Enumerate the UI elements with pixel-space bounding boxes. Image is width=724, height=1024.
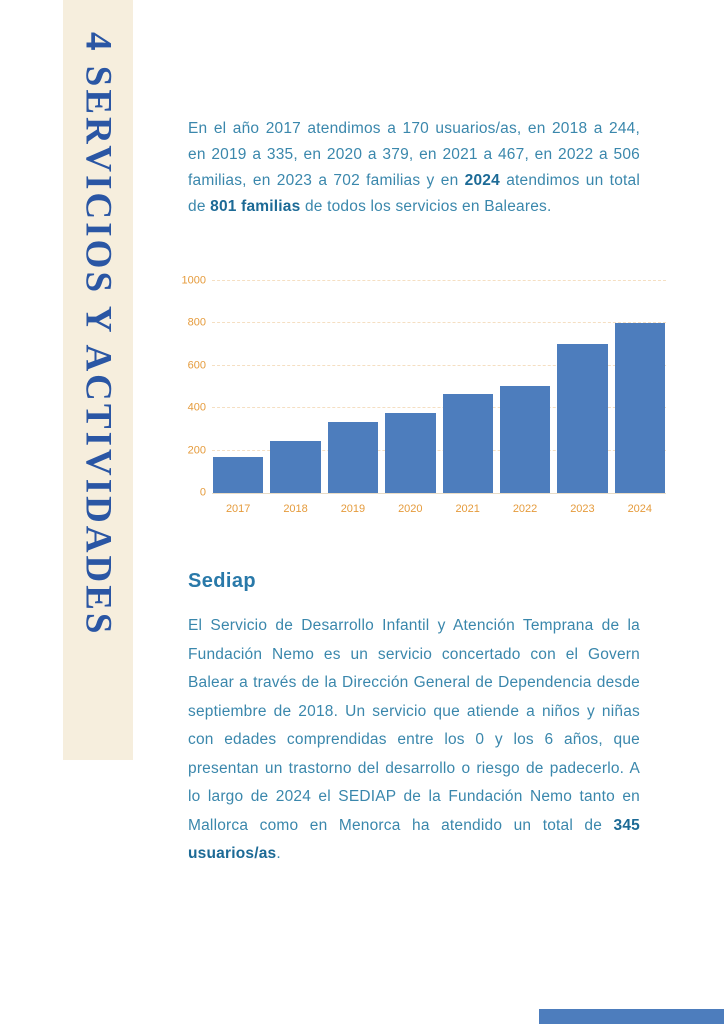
chart-y-tick-label: 200 [187, 444, 206, 457]
chart-x-axis: 2017 2018 2019 2020 2021 2022 2023 2024 [212, 503, 666, 515]
chart-gridline [212, 322, 666, 324]
chart-x-label: 2017 [225, 503, 251, 515]
sediap-heading: Sediap [188, 570, 256, 592]
chart-x-label: 2020 [398, 503, 423, 515]
chart-bar-2017 [213, 456, 264, 493]
footer-accent-bar [539, 1009, 724, 1024]
chart-x-label: 2021 [455, 503, 480, 515]
chart-gridline [212, 449, 666, 451]
chart-y-tick-label: 1000 [181, 274, 206, 287]
sediap-paragraph: El Servicio de Desarrollo Infantil y Ate… [188, 612, 640, 869]
chart-y-tick-label: 800 [187, 316, 206, 329]
chart-x-label: 2019 [340, 503, 366, 515]
emphasis-text: 2024 [464, 172, 500, 189]
chart-bar-2019 [327, 421, 379, 493]
chart-gridline [212, 407, 666, 409]
chart-bar-2021 [442, 394, 493, 493]
chart-bars [212, 281, 666, 493]
emphasis-text: 801 familias [210, 198, 301, 215]
chart-y-tick-label: 600 [187, 359, 206, 372]
chart-x-label: 2024 [627, 503, 653, 515]
text-run: atendimos un total de [188, 172, 640, 215]
section-sidebar: 4 SERVICIOS Y ACTIVIDADES [63, 0, 133, 760]
chart-plot-area [212, 280, 666, 494]
text-run: En el año 2017 atendimos a 170 usuarios/… [188, 120, 640, 189]
chart-bar-2020 [385, 412, 436, 493]
families-bar-chart: 0 200 400 600 800 1000 2017 2018 2019 2020 2021 20… [170, 275, 666, 515]
chart-bar-2022 [499, 385, 551, 493]
chart-bar-2018 [270, 441, 321, 493]
chart-y-tick-label: 400 [187, 401, 206, 414]
text-run: . [276, 845, 281, 862]
chart-bar-2024 [614, 323, 665, 493]
chart-gridline [212, 364, 666, 366]
emphasis-text: 345 usuarios/as [188, 816, 640, 863]
text-run: de todos los servicios en Baleares. [300, 198, 552, 215]
intro-paragraph: En el año 2017 atendimos a 170 usuarios/… [188, 116, 640, 220]
chart-x-label: 2022 [512, 503, 538, 515]
chart-x-label: 2023 [570, 503, 595, 515]
chart-x-label: 2018 [283, 503, 308, 515]
chart-bar-2023 [557, 344, 608, 493]
chart-gridline [212, 280, 666, 281]
chart-y-axis: 0 200 400 600 800 1000 [170, 275, 206, 498]
text-run: El Servicio de Desarrollo Infantil y Ate… [188, 617, 640, 834]
chart-y-tick-label: 0 [199, 486, 206, 499]
section-title: 4 SERVICIOS Y ACTIVIDADES [77, 32, 119, 637]
